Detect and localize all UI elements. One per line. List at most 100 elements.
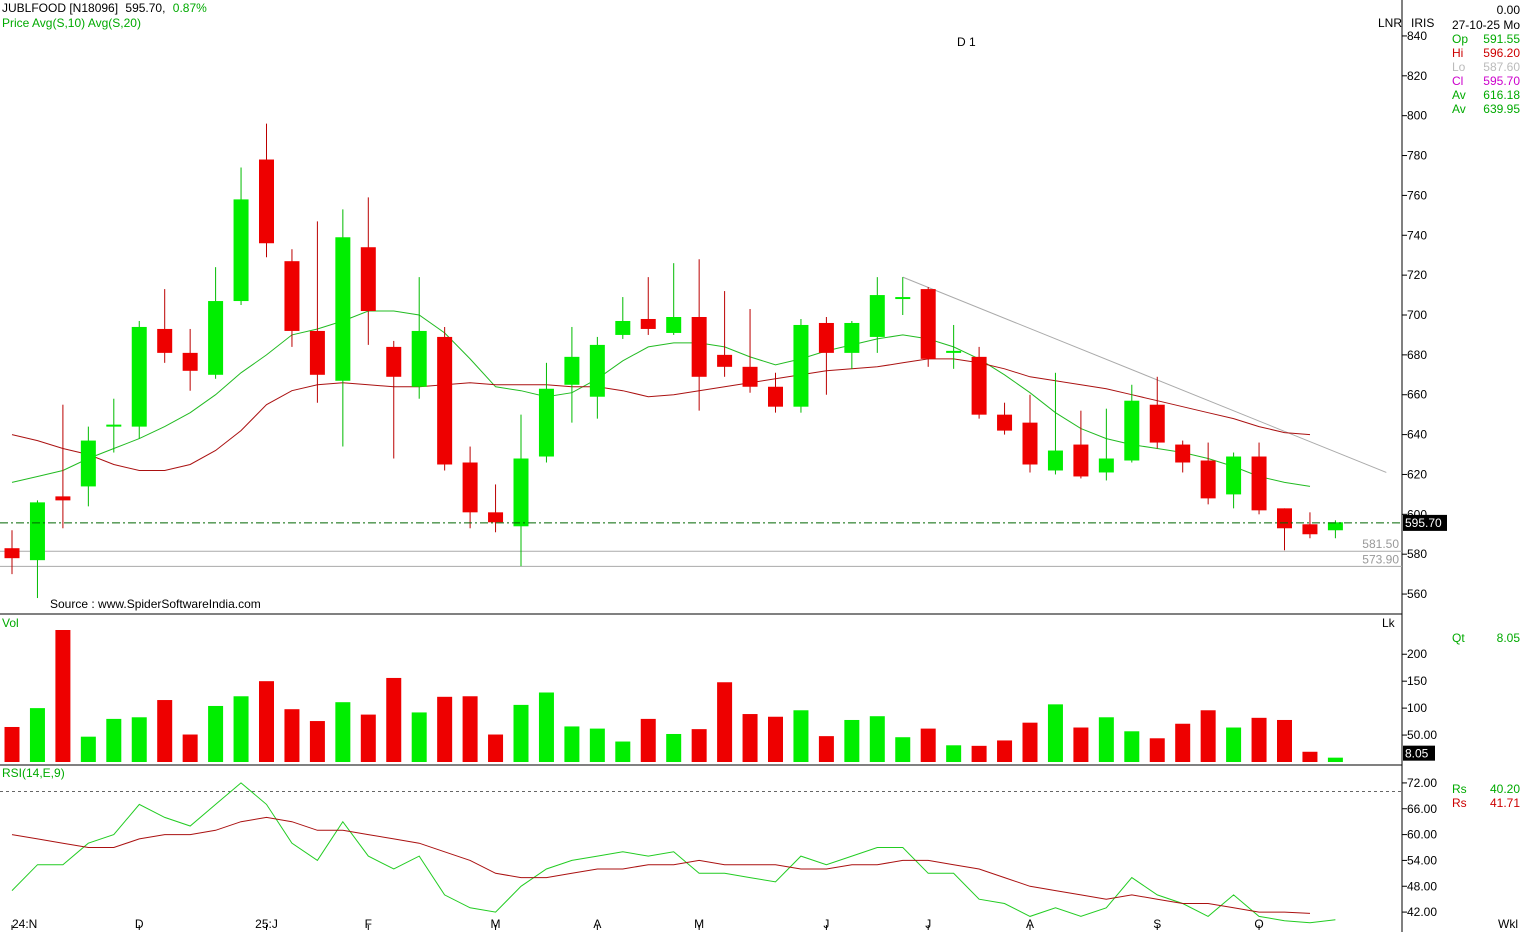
volume-bar[interactable] (666, 733, 682, 762)
candle[interactable] (157, 289, 173, 363)
volume-bar[interactable] (1200, 710, 1216, 762)
volume-bar[interactable] (309, 721, 325, 762)
candle[interactable] (360, 197, 376, 345)
volume-bar[interactable] (1251, 717, 1267, 762)
volume-bar[interactable] (4, 726, 20, 762)
volume-bar[interactable] (640, 718, 656, 762)
volume-bar[interactable] (284, 709, 300, 762)
candle[interactable] (513, 414, 529, 567)
volume-bar[interactable] (895, 737, 911, 762)
volume-bar[interactable] (691, 729, 707, 762)
candle[interactable] (182, 328, 198, 391)
candle[interactable] (55, 404, 71, 529)
volume-bar[interactable] (233, 696, 249, 762)
candle[interactable] (666, 263, 682, 335)
volume-bar[interactable] (1073, 727, 1089, 762)
volume-bar[interactable] (1327, 757, 1343, 762)
candle[interactable] (1124, 384, 1140, 463)
volume-bar[interactable] (208, 705, 224, 762)
volume-bar[interactable] (615, 741, 631, 762)
candle[interactable] (437, 326, 453, 471)
candle[interactable] (1149, 376, 1165, 449)
volume-bar[interactable] (259, 681, 274, 762)
volume-bar[interactable] (844, 719, 860, 762)
volume-bar[interactable] (1149, 738, 1165, 762)
candle[interactable] (997, 402, 1013, 435)
volume-bar[interactable] (946, 745, 962, 762)
volume-bar[interactable] (513, 704, 529, 762)
volume-bar[interactable] (793, 710, 809, 762)
volume-bar[interactable] (157, 700, 173, 762)
volume-bar[interactable] (182, 734, 198, 762)
scale-iris-label[interactable]: IRIS (1411, 16, 1434, 30)
candle[interactable] (818, 316, 834, 395)
candle[interactable] (768, 372, 783, 413)
volume-bar[interactable] (742, 714, 758, 762)
candle[interactable] (1022, 394, 1038, 473)
candle[interactable] (131, 320, 147, 439)
candle[interactable] (106, 398, 122, 453)
candle[interactable] (462, 446, 478, 529)
volume-bars[interactable] (4, 630, 1343, 762)
candle[interactable] (488, 484, 504, 533)
scale-lnr-label[interactable]: LNR (1378, 16, 1402, 30)
candle[interactable] (1073, 410, 1089, 479)
volume-bar[interactable] (437, 696, 453, 762)
candle[interactable] (1200, 442, 1216, 505)
candle[interactable] (640, 277, 656, 335)
candle[interactable] (284, 249, 300, 347)
volume-bar[interactable] (106, 718, 122, 762)
volume-bar[interactable] (488, 734, 504, 762)
candle[interactable] (946, 324, 962, 369)
candle[interactable] (386, 340, 402, 459)
volume-bar[interactable] (80, 736, 96, 762)
candle[interactable] (920, 287, 936, 367)
volume-bar[interactable] (717, 682, 733, 762)
volume-bar[interactable] (55, 630, 71, 762)
volume-bar[interactable] (131, 717, 147, 762)
candle[interactable] (615, 297, 631, 339)
frequency-label[interactable]: Wkl (1498, 917, 1518, 931)
volume-bar[interactable] (1302, 751, 1318, 762)
candle[interactable] (309, 221, 325, 403)
candle[interactable] (1098, 408, 1114, 481)
volume-bar[interactable] (360, 714, 376, 762)
candle[interactable] (1175, 440, 1191, 473)
candles[interactable] (4, 123, 1343, 599)
volume-bar[interactable] (1047, 704, 1063, 762)
volume-bar[interactable] (1226, 727, 1242, 762)
volume-bar[interactable] (1022, 722, 1038, 762)
volume-bar[interactable] (335, 702, 351, 762)
candle[interactable] (29, 500, 45, 599)
candle[interactable] (564, 326, 580, 423)
volume-bar[interactable] (411, 712, 427, 762)
volume-bar[interactable] (386, 677, 402, 762)
candle[interactable] (80, 426, 96, 507)
volume-bar[interactable] (768, 716, 783, 762)
candle[interactable] (717, 291, 733, 377)
candle[interactable] (1302, 512, 1318, 539)
volume-bar[interactable] (920, 728, 936, 762)
volume-bar[interactable] (462, 696, 478, 762)
candle[interactable] (742, 309, 758, 393)
candle[interactable] (4, 530, 20, 575)
candle[interactable] (1251, 442, 1267, 515)
candle[interactable] (691, 259, 707, 411)
volume-bar[interactable] (869, 716, 885, 762)
volume-bar[interactable] (818, 736, 834, 762)
candle[interactable] (538, 362, 554, 463)
candle[interactable] (1226, 452, 1242, 509)
volume-bar[interactable] (1098, 717, 1114, 762)
volume-bar[interactable] (971, 745, 987, 762)
volume-bar[interactable] (997, 740, 1013, 762)
volume-bar[interactable] (1277, 719, 1292, 762)
candle[interactable] (208, 267, 224, 379)
volume-bar[interactable] (564, 726, 580, 762)
candle[interactable] (233, 167, 249, 306)
candle[interactable] (411, 277, 427, 399)
volume-bar[interactable] (1124, 731, 1140, 762)
volume-bar[interactable] (1175, 723, 1191, 762)
candle[interactable] (844, 320, 860, 369)
volume-bar[interactable] (589, 728, 605, 762)
